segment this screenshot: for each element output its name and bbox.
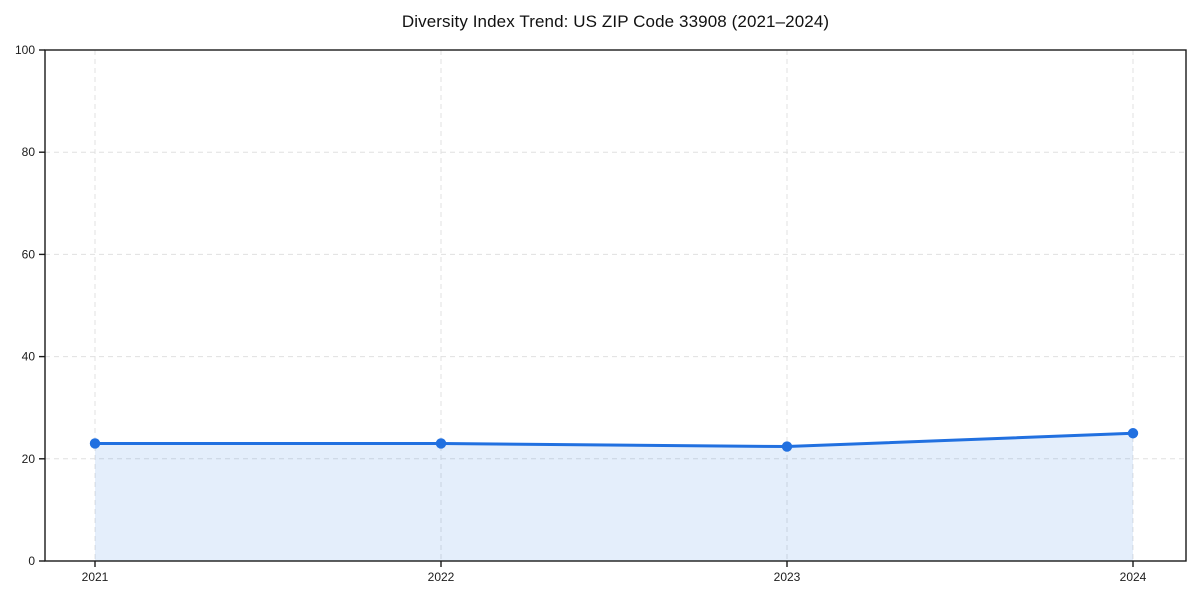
chart-title: Diversity Index Trend: US ZIP Code 33908… (401, 12, 830, 31)
y-tick-label: 100 (15, 43, 35, 57)
y-tick-label: 20 (22, 452, 36, 466)
data-point-marker (781, 441, 793, 452)
trend-line (93, 431, 1135, 449)
y-tick-label: 80 (22, 145, 36, 159)
x-tick-label: 2023 (774, 570, 801, 584)
x-tick-label: 2021 (82, 570, 109, 584)
data-point-marker (435, 438, 447, 449)
area-fill (95, 433, 1133, 561)
y-tick-label: 60 (22, 247, 36, 261)
y-tick-label: 40 (22, 350, 36, 364)
x-tick-label: 2024 (1120, 570, 1147, 584)
data-point-marker (89, 438, 101, 449)
plot-border (44, 49, 1187, 562)
x-tick-label: 2022 (428, 570, 455, 584)
data-point-marker (1127, 428, 1139, 439)
y-tick-label: 0 (28, 554, 35, 568)
